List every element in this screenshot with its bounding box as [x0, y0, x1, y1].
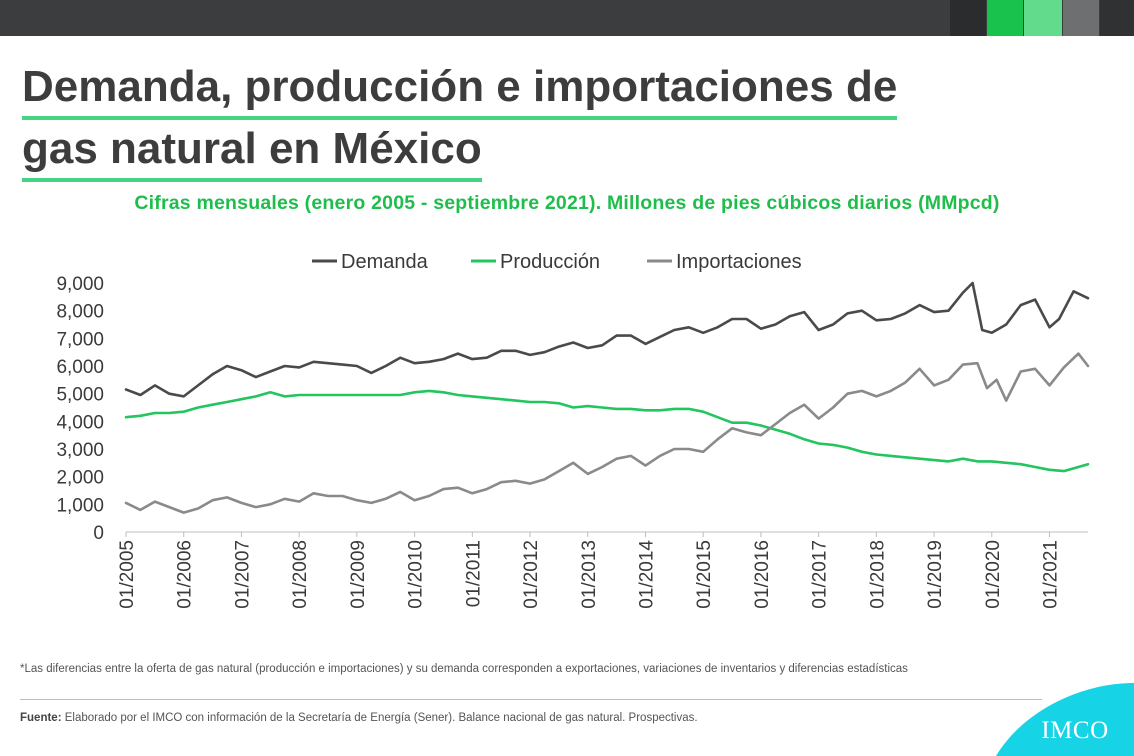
footer-divider: [20, 699, 1042, 700]
series-line-produccion: [124, 389, 1090, 473]
top-bar-square-dark-2: [1100, 0, 1134, 36]
series-line-demanda: [124, 281, 1090, 398]
source-label: Fuente:: [20, 712, 62, 724]
x-tick-label: 01/2008: [290, 540, 311, 609]
source-text: Elaborado por el IMCO con información de…: [61, 712, 698, 724]
page-title-line1: Demanda, producción e importaciones de: [22, 58, 898, 120]
legend-label: Importaciones: [676, 251, 802, 273]
logo-background-shape: [996, 683, 1134, 756]
top-bar-square-gray: [1063, 0, 1099, 36]
x-tick-label: 01/2020: [983, 540, 1004, 609]
top-bar-square-green: [987, 0, 1023, 36]
x-tick-label: 01/2010: [406, 540, 427, 609]
y-tick-label: 5,000: [56, 385, 104, 406]
source-line: Fuente: Elaborado por el IMCO con inform…: [20, 712, 698, 724]
plot-area: [124, 281, 1090, 514]
y-tick-label: 3,000: [56, 440, 104, 461]
x-tick-label: 01/2015: [694, 540, 715, 609]
x-tick-label: 01/2019: [925, 540, 946, 609]
legend-label: Producción: [500, 251, 600, 273]
y-tick-label: 7,000: [56, 329, 104, 350]
y-axis: 0 1,000 2,000 3,000 4,000 5,000 6,000 7,000 8,00…: [56, 274, 104, 544]
y-tick-label: 6,000: [56, 357, 104, 378]
x-tick-label: 01/2011: [463, 540, 484, 607]
y-tick-label: 0: [93, 523, 104, 544]
x-tick-label: 01/2014: [636, 540, 657, 609]
y-tick-label: 4,000: [56, 412, 104, 433]
top-bar-square-light-green: [1024, 0, 1062, 36]
y-tick-label: 1,000: [56, 495, 104, 516]
footnote: *Las diferencias entre la oferta de gas …: [20, 663, 908, 675]
y-tick-label: 9,000: [56, 274, 104, 295]
line-chart: Demanda Producción Importaciones 0 1,000 2,0…: [56, 251, 1090, 609]
x-tick-label: 01/2013: [579, 540, 600, 609]
chart-subtitle: Cifras mensuales (enero 2005 - septiembr…: [134, 192, 1000, 214]
top-bar-square-dark: [950, 0, 986, 36]
x-axis: 01/2005 01/2006 01/2007 01/2008 01/2009 01/20…: [117, 531, 1088, 609]
y-tick-label: 8,000: [56, 302, 104, 323]
legend-label: Demanda: [341, 251, 429, 273]
logo-text: IMCO: [1041, 717, 1108, 744]
x-tick-label: 01/2012: [521, 540, 542, 609]
x-tick-label: 01/2016: [752, 540, 773, 609]
x-tick-label: 01/2021: [1041, 540, 1062, 609]
x-tick-label: 01/2005: [117, 540, 138, 609]
chart-legend: Demanda Producción Importaciones: [312, 251, 802, 273]
x-tick-label: 01/2009: [348, 540, 369, 609]
top-bar: [0, 0, 1134, 36]
x-tick-label: 01/2006: [175, 540, 196, 609]
series-line-importaciones: [124, 352, 1090, 514]
x-tick-label: 01/2007: [232, 540, 253, 609]
x-tick-label: 01/2017: [810, 540, 831, 609]
page-title-line2: gas natural en México: [22, 120, 482, 182]
page-title: Demanda, producción e importaciones de g…: [22, 58, 1102, 182]
x-tick-label: 01/2018: [867, 540, 888, 609]
y-tick-label: 2,000: [56, 468, 104, 489]
